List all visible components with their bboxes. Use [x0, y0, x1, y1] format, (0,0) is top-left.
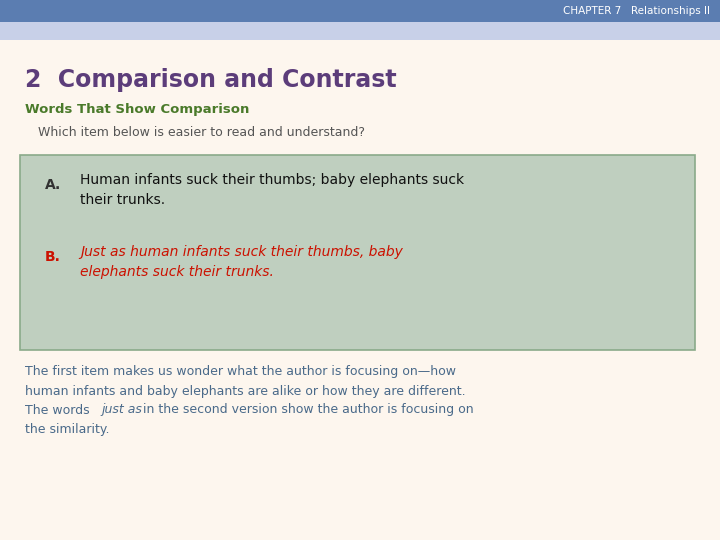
Text: in the second version show the author is focusing on: in the second version show the author is… — [143, 403, 474, 416]
Text: human infants and baby elephants are alike or how they are different.: human infants and baby elephants are ali… — [25, 384, 466, 397]
Text: just as: just as — [101, 403, 142, 416]
Text: The first item makes us wonder what the author is focusing on—how: The first item makes us wonder what the … — [25, 366, 456, 379]
Text: Human infants suck their thumbs; baby elephants suck: Human infants suck their thumbs; baby el… — [80, 173, 464, 187]
Text: their trunks.: their trunks. — [80, 193, 165, 207]
Text: Which item below is easier to read and understand?: Which item below is easier to read and u… — [38, 126, 365, 139]
Text: Just as human infants suck their thumbs, baby: Just as human infants suck their thumbs,… — [80, 245, 403, 259]
Bar — [20, 155, 695, 350]
Text: B.: B. — [45, 250, 61, 264]
Text: Words That Show Comparison: Words That Show Comparison — [25, 104, 249, 117]
Text: A.: A. — [45, 178, 61, 192]
Text: the similarity.: the similarity. — [25, 422, 109, 435]
Text: CHAPTER 7   Relationships II: CHAPTER 7 Relationships II — [563, 6, 710, 16]
Text: elephants suck their trunks.: elephants suck their trunks. — [80, 265, 274, 279]
Bar — [0, 0, 720, 22]
Text: 2  Comparison and Contrast: 2 Comparison and Contrast — [25, 68, 397, 92]
Text: The words: The words — [25, 403, 94, 416]
Bar — [0, 22, 720, 40]
